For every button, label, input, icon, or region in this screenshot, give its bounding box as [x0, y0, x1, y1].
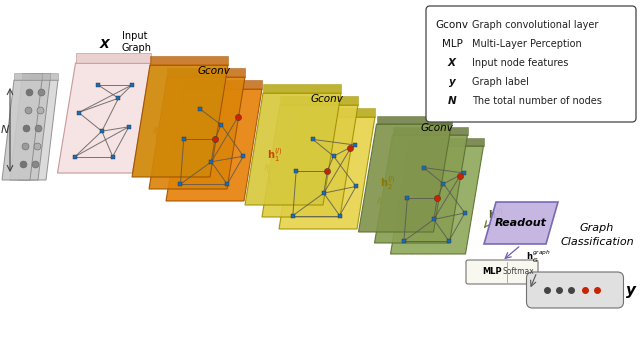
Polygon shape — [392, 127, 467, 135]
Polygon shape — [132, 65, 228, 177]
Text: Gconv: Gconv — [310, 94, 344, 104]
Polygon shape — [184, 80, 262, 89]
Text: N: N — [448, 96, 456, 106]
Text: $\mathbf{h}_3^{(l)}$: $\mathbf{h}_3^{(l)}$ — [488, 206, 504, 224]
Polygon shape — [390, 146, 483, 254]
Text: Graph convolutional layer: Graph convolutional layer — [472, 20, 598, 30]
Polygon shape — [30, 73, 58, 80]
Text: MLP: MLP — [442, 39, 463, 49]
Polygon shape — [358, 124, 451, 232]
Polygon shape — [280, 96, 358, 105]
Polygon shape — [18, 80, 58, 180]
Text: Input
Graph: Input Graph — [122, 32, 152, 53]
Text: $\mathbf{h}_G^{graph}$: $\mathbf{h}_G^{graph}$ — [526, 249, 551, 265]
Polygon shape — [2, 80, 42, 180]
Text: Graph label: Graph label — [472, 77, 529, 87]
Text: Softmax: Softmax — [502, 267, 534, 277]
Text: N: N — [1, 125, 9, 135]
Polygon shape — [58, 63, 150, 173]
Polygon shape — [166, 89, 262, 201]
Text: y: y — [625, 282, 636, 298]
FancyBboxPatch shape — [466, 260, 538, 284]
Text: y: y — [449, 77, 456, 87]
Polygon shape — [408, 138, 483, 146]
Polygon shape — [76, 53, 150, 63]
FancyBboxPatch shape — [527, 272, 623, 308]
Polygon shape — [484, 202, 558, 244]
Text: Gconv: Gconv — [435, 20, 468, 30]
Text: Readout: Readout — [495, 218, 547, 228]
Polygon shape — [10, 80, 50, 180]
Polygon shape — [167, 68, 245, 77]
Polygon shape — [149, 77, 245, 189]
Polygon shape — [374, 135, 467, 243]
Text: The total number of nodes: The total number of nodes — [472, 96, 602, 106]
Text: Gconv: Gconv — [198, 66, 230, 76]
Polygon shape — [22, 73, 50, 80]
Text: $\mathbf{h}_2^{(l)}$: $\mathbf{h}_2^{(l)}$ — [380, 174, 396, 192]
Text: MLP: MLP — [482, 267, 502, 277]
Polygon shape — [297, 108, 375, 117]
Polygon shape — [14, 73, 42, 80]
Text: $\mathbf{h}_1^{(l)}$: $\mathbf{h}_1^{(l)}$ — [267, 146, 283, 164]
Text: X: X — [448, 58, 456, 68]
Text: Gconv: Gconv — [420, 123, 453, 133]
Polygon shape — [263, 84, 341, 93]
Text: Input node features: Input node features — [472, 58, 568, 68]
Polygon shape — [150, 56, 228, 65]
Polygon shape — [279, 117, 375, 229]
Text: Graph
Classification: Graph Classification — [560, 223, 634, 246]
Polygon shape — [376, 116, 451, 124]
Text: Multi-Layer Perception: Multi-Layer Perception — [472, 39, 582, 49]
Polygon shape — [245, 93, 341, 205]
Text: X: X — [99, 38, 109, 51]
Polygon shape — [262, 105, 358, 217]
FancyBboxPatch shape — [426, 6, 636, 122]
